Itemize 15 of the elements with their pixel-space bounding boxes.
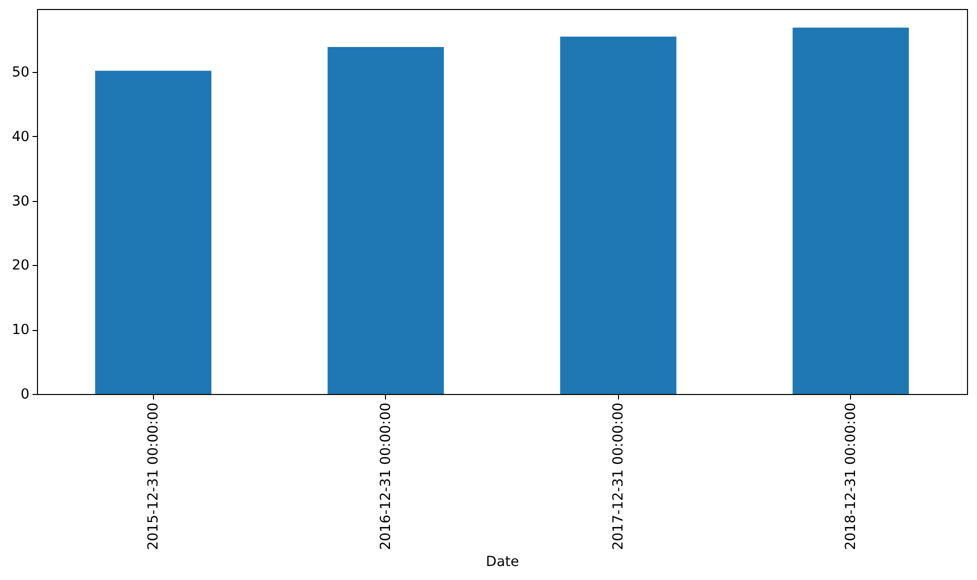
bar bbox=[792, 28, 909, 394]
y-tick-label: 0 bbox=[20, 386, 30, 402]
y-tick-label: 30 bbox=[12, 193, 30, 210]
y-tick-label: 40 bbox=[12, 128, 30, 145]
y-tick-label: 10 bbox=[12, 322, 30, 338]
x-tick-label: 2017-12-31 00:00:00 bbox=[610, 402, 626, 550]
y-tick-label: 50 bbox=[12, 64, 30, 81]
bar bbox=[560, 36, 676, 394]
bar bbox=[328, 46, 444, 394]
y-tick-label: 20 bbox=[12, 258, 30, 274]
x-axis-title: Date bbox=[486, 554, 520, 570]
x-tick-label: 2018-12-31 00:00:00 bbox=[842, 402, 859, 550]
x-tick-label: 2016-12-31 00:00:00 bbox=[378, 402, 394, 550]
bar bbox=[95, 70, 212, 394]
x-tick-label: 2015-12-31 00:00:00 bbox=[145, 402, 162, 550]
